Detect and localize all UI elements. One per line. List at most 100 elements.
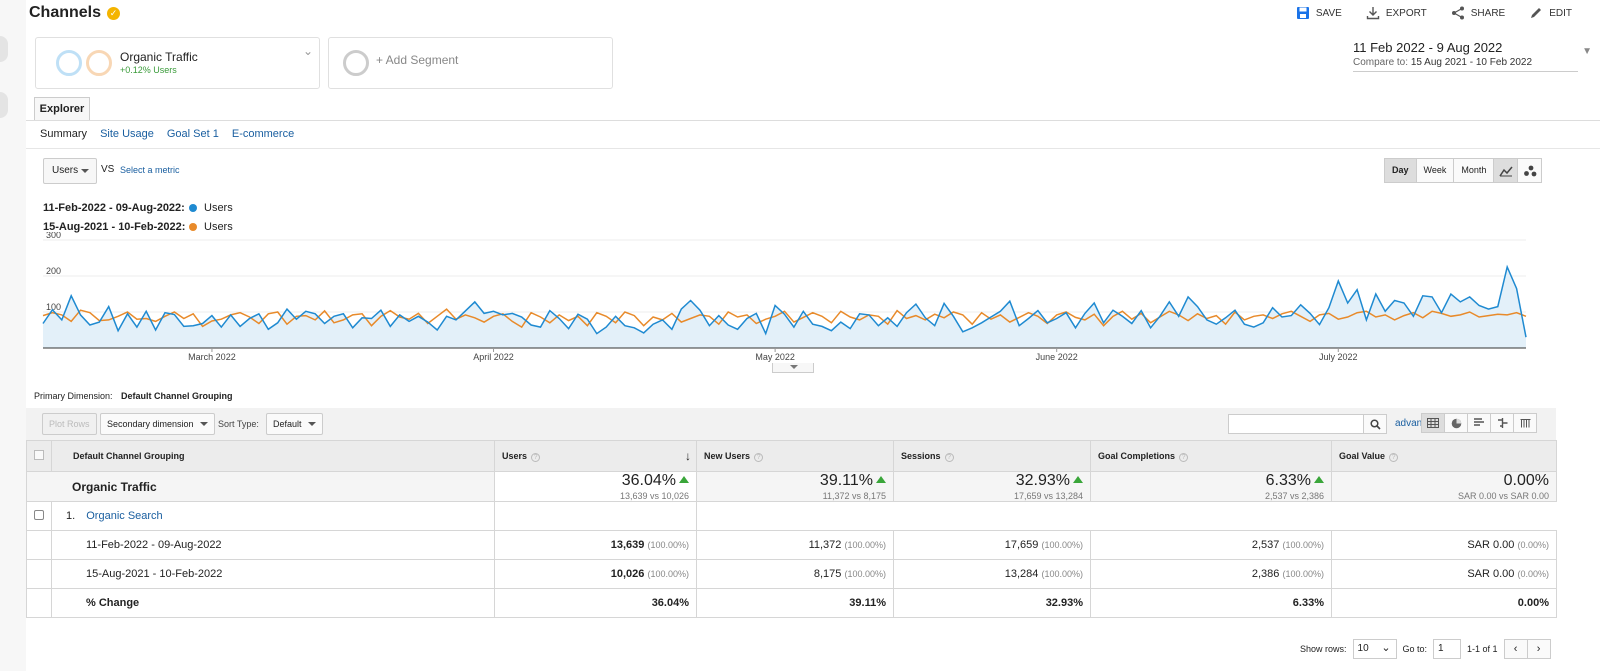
goto-input[interactable]: 1 <box>1433 639 1462 659</box>
help-icon[interactable]: ? <box>1179 452 1189 462</box>
table-view-toggle <box>1421 413 1537 433</box>
new-users-value: 11,372 <box>808 539 842 551</box>
segment-organic-traffic[interactable]: Organic Traffic +0.12% Users ⌄ <box>35 37 320 89</box>
compare-label: Compare to: <box>1353 57 1409 68</box>
next-page-button[interactable]: › <box>1526 639 1551 659</box>
new-users-value: 8,175 <box>813 568 842 580</box>
chevron-down-icon[interactable]: ⌄ <box>302 44 313 58</box>
download-icon <box>1366 7 1380 20</box>
search-button[interactable] <box>1363 414 1387 434</box>
edit-button[interactable]: EDIT <box>1529 6 1572 20</box>
segment-ring-icon <box>56 50 82 76</box>
tab-explorer[interactable]: Explorer <box>34 97 90 121</box>
new-users-share: (100.00%) <box>844 540 886 550</box>
table-search-input[interactable] <box>1228 414 1364 434</box>
subtab-summary[interactable]: Summary <box>40 128 88 140</box>
day-button[interactable]: Day <box>1384 158 1417 183</box>
sort-type-select[interactable]: Default <box>266 413 323 435</box>
line-chart-button[interactable] <box>1493 158 1518 183</box>
x-tick-label: April 2022 <box>473 352 514 362</box>
add-segment-button[interactable]: + Add Segment <box>328 37 613 89</box>
primary-dimension-label: Primary Dimension: <box>34 391 113 401</box>
plot-rows-button[interactable]: Plot Rows <box>42 413 97 435</box>
goto-label: Go to: <box>1402 644 1428 654</box>
organic-search-link[interactable]: Organic Search <box>86 510 163 522</box>
subtab-site-usage[interactable]: Site Usage <box>100 128 154 140</box>
totals-row: Organic Traffic 36.04% 13,639 vs 10,026 3… <box>26 471 1557 502</box>
total-sessions-compare: 17,659 vs 13,284 <box>1013 491 1083 501</box>
total-goal-completions-change: 6.33% <box>1265 472 1311 489</box>
rail-handle[interactable] <box>0 36 8 62</box>
month-button[interactable]: Month <box>1453 158 1495 183</box>
export-label: EXPORT <box>1385 7 1427 19</box>
goal-completions-share: (100.00%) <box>1282 540 1324 550</box>
sessions-share: (100.00%) <box>1041 569 1083 579</box>
share-icon <box>1451 6 1464 20</box>
pie-view-button[interactable] <box>1444 413 1468 433</box>
chart-collapse-handle[interactable] <box>772 363 814 373</box>
share-button[interactable]: SHARE <box>1451 6 1505 20</box>
select-metric-link[interactable]: Select a metric <box>120 165 180 175</box>
share-label: SHARE <box>1470 7 1506 19</box>
search-icon <box>1369 418 1381 430</box>
goal-value-share: (0.00%) <box>1517 569 1549 579</box>
subtab-goal-set-1[interactable]: Goal Set 1 <box>166 128 219 140</box>
save-button[interactable]: SAVE <box>1296 6 1342 20</box>
date-range-picker[interactable]: 11 Feb 2022 - 9 Aug 2022 Compare to: 15 … <box>1353 40 1592 72</box>
secondary-dimension-select[interactable]: Secondary dimension <box>100 413 215 435</box>
header-goal-value[interactable]: Goal Value? <box>1331 440 1557 472</box>
goal-completions-value: 2,537 <box>1251 539 1280 551</box>
total-goal-completions-cell: 6.33% 2,537 vs 2,386 <box>1090 471 1332 502</box>
header-new-users[interactable]: New Users? <box>696 440 894 472</box>
select-all-checkbox[interactable] <box>34 450 44 460</box>
legend-range: 15-Aug-2021 - 10-Feb-2022: <box>43 220 186 233</box>
new-users-share: (100.00%) <box>844 569 886 579</box>
vs-label: VS <box>101 164 115 175</box>
comparison-view-button[interactable] <box>1490 413 1514 433</box>
goal-completions-share: (100.00%) <box>1282 569 1324 579</box>
new-users-change-cell: 39.11% <box>696 588 894 618</box>
motion-chart-button[interactable] <box>1517 158 1542 183</box>
advanced-filter-link[interactable]: advanced <box>1395 418 1439 429</box>
metric-select[interactable]: Users <box>43 158 97 184</box>
x-tick-label: June 2022 <box>1036 352 1078 362</box>
sessions-value: 13,284 <box>1004 568 1039 580</box>
total-users-change: 36.04% <box>621 472 676 489</box>
goal-value-cell: SAR 0.00 (0.00%) <box>1331 559 1557 589</box>
subtab-ecommerce[interactable]: E-commerce <box>231 128 295 140</box>
row-checkbox[interactable] <box>34 509 44 520</box>
users-share: (100.00%) <box>647 569 689 579</box>
y-tick-label: 100 <box>46 302 61 312</box>
rail-handle[interactable] <box>0 92 8 118</box>
goal-value-share: (0.00%) <box>1517 540 1549 550</box>
help-icon[interactable]: ? <box>1389 452 1399 462</box>
help-icon[interactable]: ? <box>754 452 764 462</box>
prev-page-button[interactable]: ‹ <box>1503 639 1528 659</box>
header-sessions[interactable]: Sessions? <box>893 440 1091 472</box>
header-users[interactable]: Users? ↓ <box>494 440 697 472</box>
help-icon[interactable]: ? <box>531 452 541 462</box>
comparison-icon <box>1497 418 1507 428</box>
header-new-users-label: New Users <box>704 450 751 461</box>
week-button[interactable]: Week <box>1415 158 1455 183</box>
pivot-view-button[interactable] <box>1513 413 1537 433</box>
sort-type-label: Sort Type: <box>218 419 259 429</box>
pagination: Show rows: 10 Go to: 1 1-1 of 1 ‹ › <box>1300 639 1551 659</box>
save-icon <box>1296 7 1309 19</box>
primary-dimension-value[interactable]: Default Channel Grouping <box>121 391 233 401</box>
performance-view-button[interactable] <box>1467 413 1491 433</box>
export-button[interactable]: EXPORT <box>1366 6 1427 20</box>
total-sessions-cell: 32.93% 17,659 vs 13,284 <box>893 471 1091 502</box>
table-toolbar: Plot Rows Secondary dimension Sort Type:… <box>26 408 1556 440</box>
new-users-cell: 11,372 (100.00%) <box>696 530 894 560</box>
data-table-view-button[interactable] <box>1421 413 1445 433</box>
chart-type-toggle <box>1493 158 1542 183</box>
header-checkbox-cell <box>26 440 52 472</box>
help-icon[interactable]: ? <box>944 452 954 462</box>
arrow-up-icon <box>1073 476 1083 483</box>
legend-metric: Users <box>204 201 233 214</box>
sessions-cell: 13,284 (100.00%) <box>893 559 1091 589</box>
show-rows-select[interactable]: 10 <box>1352 639 1397 659</box>
header-goal-completions[interactable]: Goal Completions? <box>1090 440 1332 472</box>
